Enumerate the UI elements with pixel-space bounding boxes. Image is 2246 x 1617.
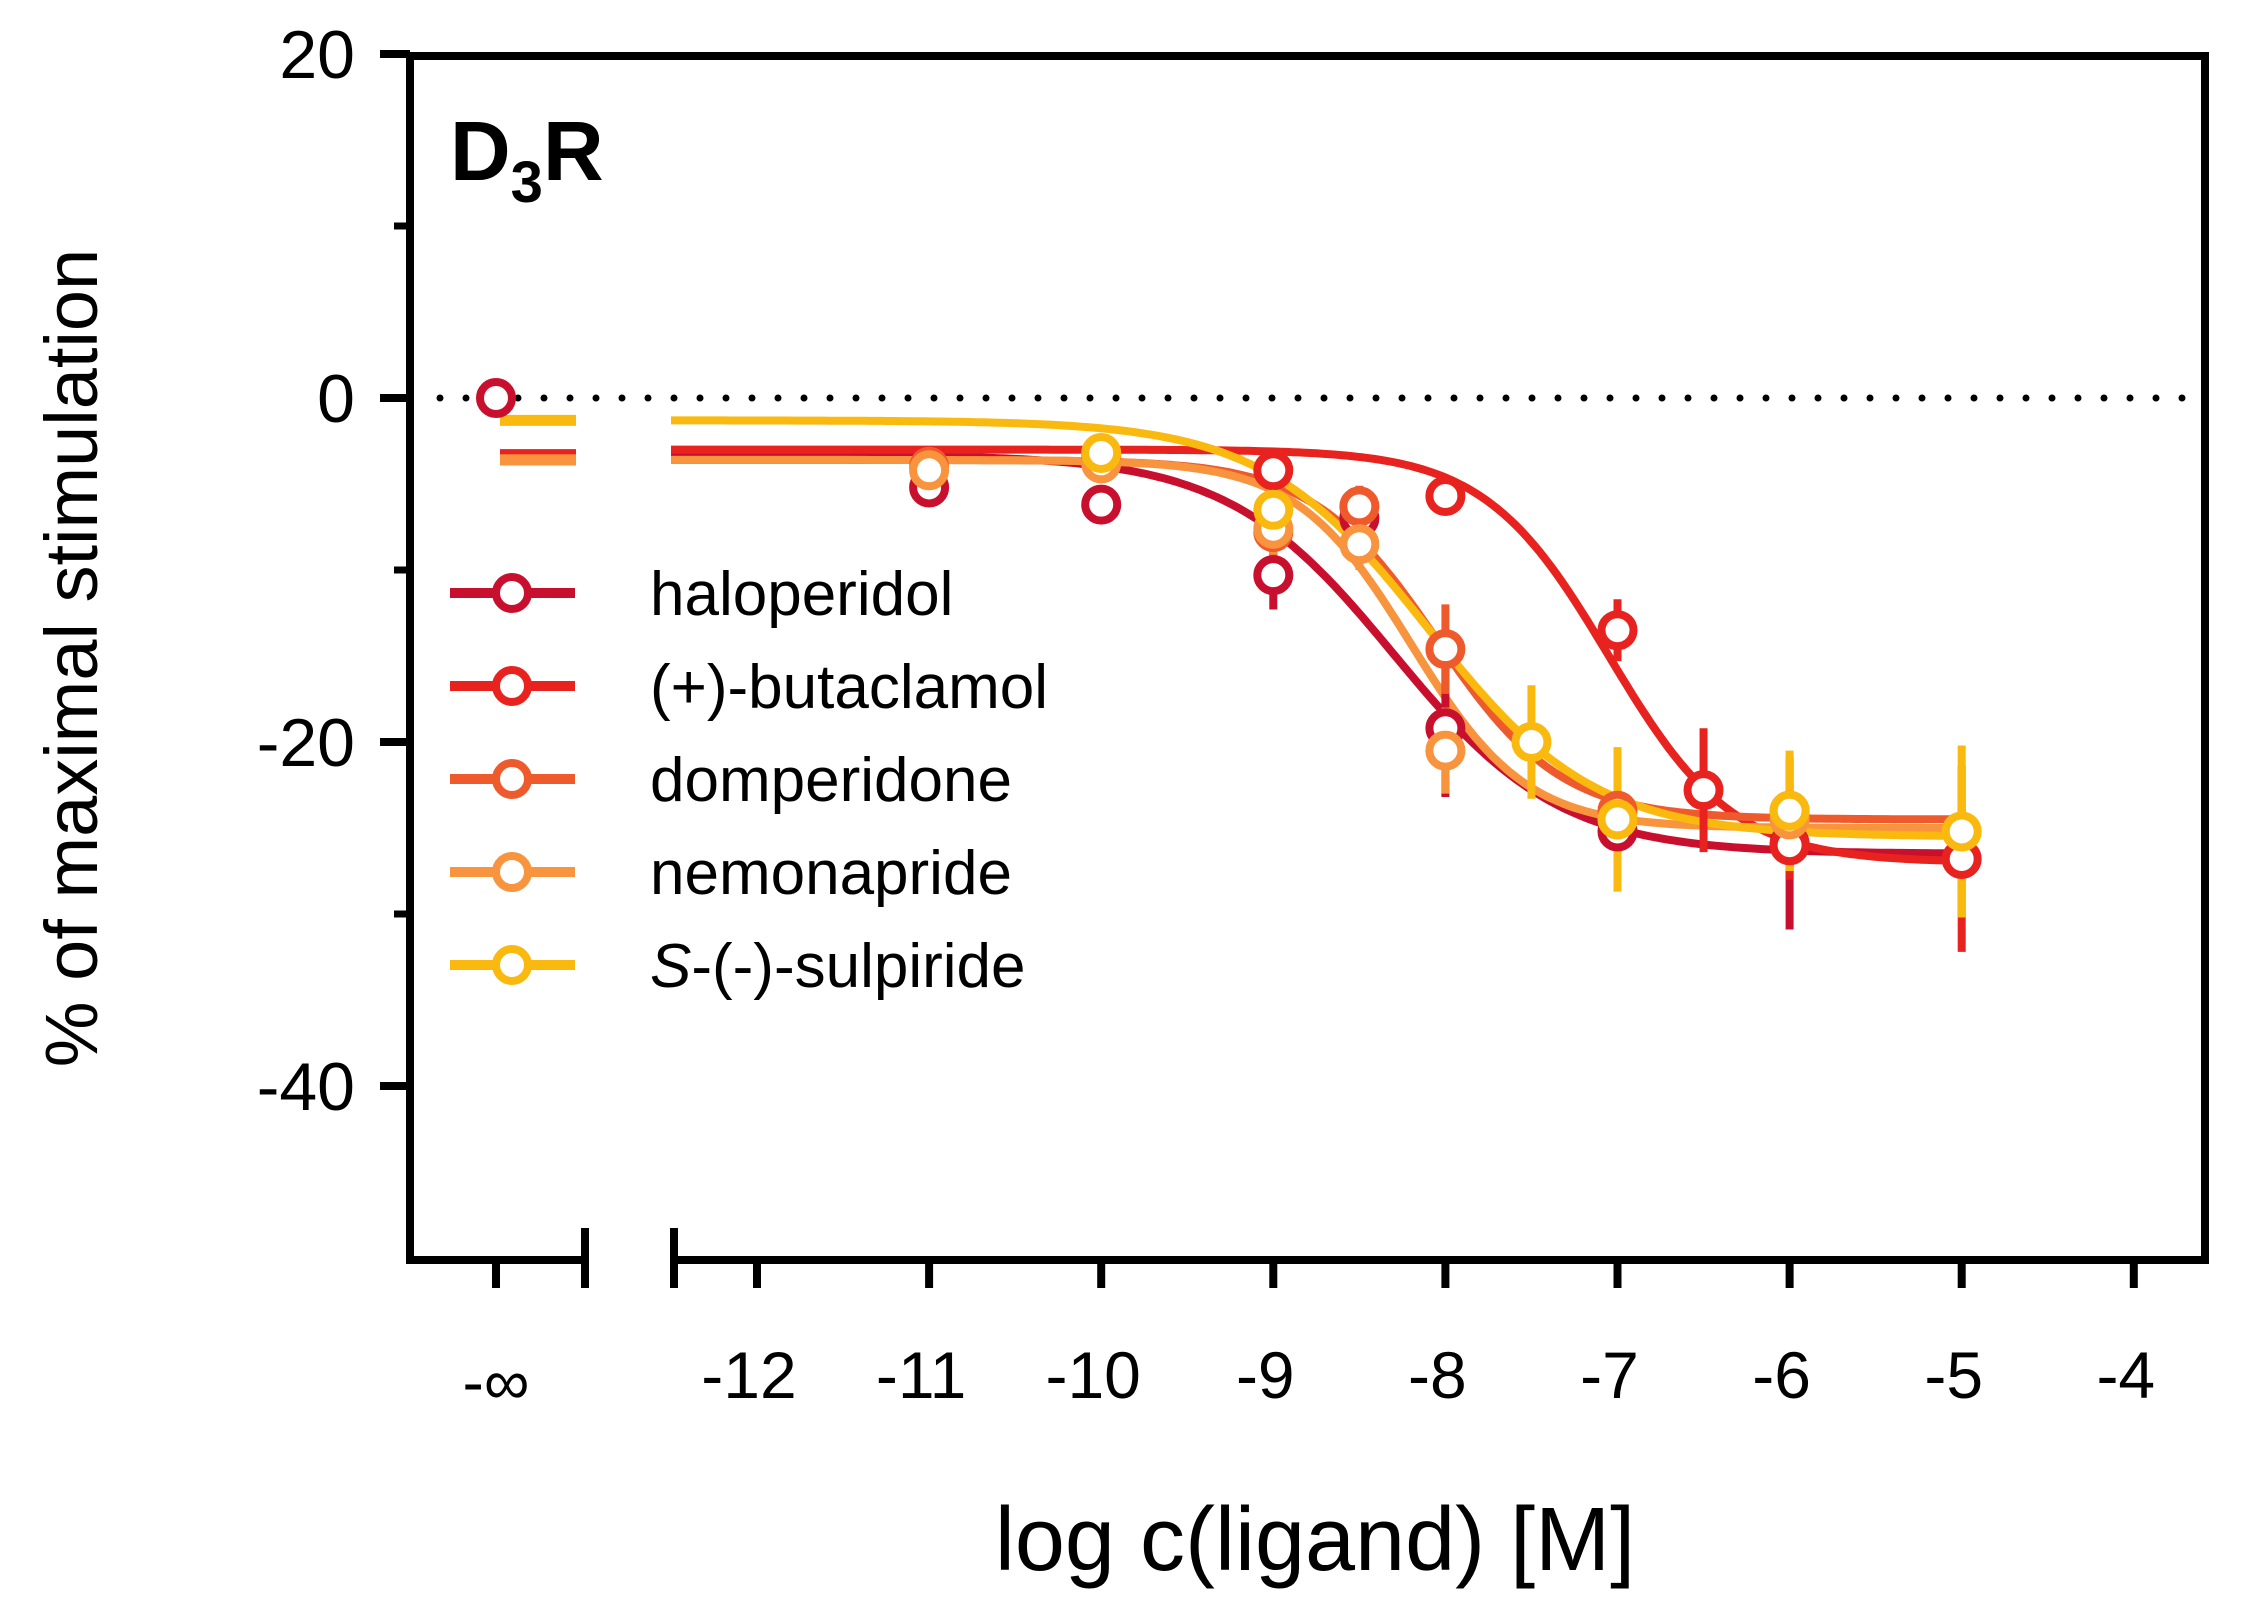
legend-label-4: S-(-)-sulpiride — [650, 932, 1026, 1001]
x-tick-label-6: -6 — [1752, 1338, 1811, 1412]
data-point-1-3 — [1597, 610, 1638, 651]
fit-curve-1 — [671, 445, 1962, 865]
data-point-3-0 — [909, 450, 950, 491]
data-point-3-4 — [1425, 730, 1466, 771]
neg-inf-baselines — [500, 414, 576, 466]
panel-title-subscript: 3 — [511, 150, 543, 215]
legend-label-1: (+)-butaclamol — [650, 653, 1048, 722]
legend-marker-4 — [492, 945, 532, 985]
x-tick-label-neg-inf: -∞ — [463, 1346, 530, 1418]
legend-label-italic-4: S — [650, 932, 691, 1001]
data-point-4-3 — [1597, 799, 1638, 840]
y-tick-label-1: 0 — [317, 361, 355, 437]
x-tick-label-1: -11 — [876, 1338, 967, 1412]
x-tick-label-5: -7 — [1580, 1338, 1639, 1412]
fit-curve-0 — [671, 450, 1962, 858]
y-tick-label-3: -40 — [257, 1049, 355, 1125]
data-points — [476, 378, 1982, 879]
y-tick-label-0: 20 — [279, 17, 355, 93]
fit-curve-4 — [671, 416, 1962, 840]
legend-entry-3: nemonapride — [450, 839, 1012, 908]
y-axis-label: % of maximal stimulation — [30, 249, 113, 1067]
data-point-2-3 — [1339, 486, 1380, 527]
x-tick-label-7: -5 — [1924, 1338, 1983, 1412]
data-point-1-1 — [1253, 450, 1294, 491]
x-tick-label-3: -9 — [1236, 1338, 1295, 1412]
data-point-4-0 — [1081, 433, 1122, 474]
data-point-2-4 — [1425, 629, 1466, 670]
legend: haloperidol (+)-butaclamol domperidone nemo… — [450, 560, 1048, 1001]
axes — [406, 52, 2209, 1288]
legend-label-3: nemonapride — [650, 839, 1012, 908]
panel-title-main: D — [450, 104, 511, 198]
legend-entry-1: (+)-butaclamol — [450, 653, 1048, 722]
legend-label-2: domperidone — [650, 746, 1012, 815]
data-point-1-2 — [1425, 476, 1466, 517]
legend-marker-1 — [492, 666, 532, 706]
data-point-neg-inf — [476, 378, 516, 418]
data-point-1-4 — [1683, 770, 1724, 811]
legend-label-rest-4: -(-)-sulpiride — [691, 932, 1025, 1001]
fit-curves — [671, 416, 1962, 865]
x-tick-label-0: -12 — [701, 1338, 796, 1412]
data-point-0-2 — [1253, 555, 1294, 596]
data-point-4-2 — [1511, 722, 1552, 762]
x-tick-label-4: -8 — [1408, 1338, 1467, 1412]
panel-title-tail: R — [543, 104, 604, 198]
data-point-4-4 — [1769, 790, 1810, 831]
legend-marker-2 — [492, 759, 532, 799]
x-tick-label-8: -4 — [2096, 1338, 2155, 1412]
legend-entry-0: haloperidol — [450, 560, 953, 629]
legend-label-0: haloperidol — [650, 560, 953, 629]
x-axis-label: log c(ligand) [M] — [995, 1490, 1635, 1590]
panel-title: D3R — [450, 104, 604, 215]
data-point-3-3 — [1339, 524, 1380, 565]
y-ticks: 20 0 -20 -40 — [257, 17, 410, 1125]
legend-marker-3 — [492, 852, 532, 892]
legend-marker-0 — [492, 573, 532, 613]
y-tick-label-2: -20 — [257, 705, 355, 781]
legend-entry-2: domperidone — [450, 746, 1012, 815]
x-tick-label-2: -10 — [1046, 1338, 1141, 1412]
data-point-4-5 — [1941, 811, 1982, 852]
x-ticks: -12 -11 -10 -9 -8 -7 -6 -5 -4 — [492, 1260, 2155, 1412]
legend-entry-4: S-(-)-sulpiride — [450, 932, 1026, 1001]
data-point-4-1 — [1253, 489, 1294, 530]
data-point-0-1 — [1081, 484, 1122, 525]
